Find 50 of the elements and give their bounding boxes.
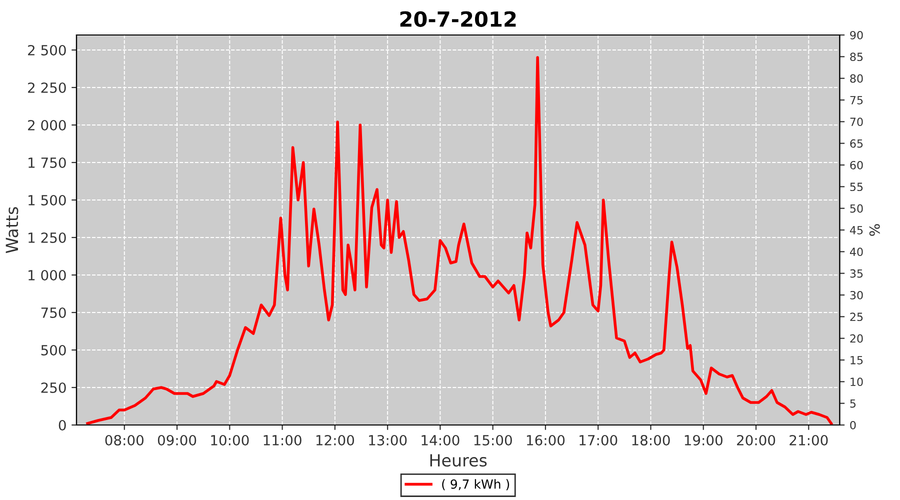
- y-tick-label: 1 250: [28, 232, 66, 243]
- y-tick-label: 2 000: [28, 120, 66, 130]
- line-series: [86, 56, 833, 425]
- y2-tick-label: 25: [850, 312, 863, 322]
- y2-tick-label: 85: [850, 52, 863, 62]
- y-tick-label: 0: [58, 420, 66, 430]
- y2-tick-label: 30: [850, 290, 863, 300]
- x-tick-label: 18:00: [632, 434, 670, 446]
- y2-tick-label: 10: [850, 378, 863, 386]
- y-tick-label: 2 500: [28, 44, 66, 56]
- y-tick-label: 500: [41, 344, 66, 356]
- chart-title: 20-7-2012: [400, 11, 516, 27]
- y-tick-label: 250: [41, 382, 66, 393]
- x-tick-label: 21:00: [790, 434, 828, 446]
- y2-tick-label: 40: [850, 248, 863, 256]
- x-tick-label: 10:00: [211, 434, 249, 446]
- y-tick-label: 1 750: [28, 157, 66, 168]
- y2-axis-title: %: [869, 224, 880, 236]
- x-tick-label: 09:00: [158, 434, 196, 446]
- y-tick-label: 1 500: [28, 194, 66, 206]
- y2-tick-label: 45: [850, 226, 863, 234]
- x-tick-label: 08:00: [105, 434, 144, 446]
- y2-tick-label: 50: [850, 204, 863, 213]
- y2-tick-label: 15: [850, 356, 863, 364]
- x-tick-label: 16:00: [526, 434, 565, 446]
- y2-tick-label: 60: [850, 160, 863, 170]
- x-tick-label: 15:00: [474, 434, 512, 446]
- y-axis-title: Watts: [6, 207, 18, 254]
- y2-tick-label: 90: [850, 30, 863, 40]
- y2-tick-label: 70: [850, 118, 863, 126]
- y-tick-label: 750: [41, 307, 66, 318]
- y2-tick-label: 80: [850, 74, 863, 83]
- y2-tick-label: 35: [850, 269, 863, 278]
- x-axis-title: Heures: [430, 454, 487, 467]
- y2-tick-label: 75: [850, 96, 863, 104]
- y2-tick-label: 55: [850, 182, 863, 192]
- y-tick-label: 2 250: [28, 82, 66, 93]
- y2-tick-label: 65: [850, 139, 863, 148]
- y2-tick-label: 5: [850, 399, 856, 408]
- x-tick-label: 12:00: [316, 434, 354, 446]
- y-tick-label: 1 000: [28, 270, 66, 280]
- x-tick-label: 13:00: [369, 434, 407, 446]
- x-tick-label: 14:00: [422, 434, 460, 446]
- x-tick-label: 20:00: [737, 434, 776, 446]
- y2-tick-label: 0: [850, 420, 856, 430]
- legend-label: ( 9,7 kWh ): [442, 479, 510, 490]
- x-tick-label: 17:00: [580, 434, 618, 446]
- x-tick-label: 11:00: [264, 434, 302, 446]
- x-tick-label: 19:00: [684, 434, 722, 446]
- y2-tick-label: 20: [850, 334, 863, 343]
